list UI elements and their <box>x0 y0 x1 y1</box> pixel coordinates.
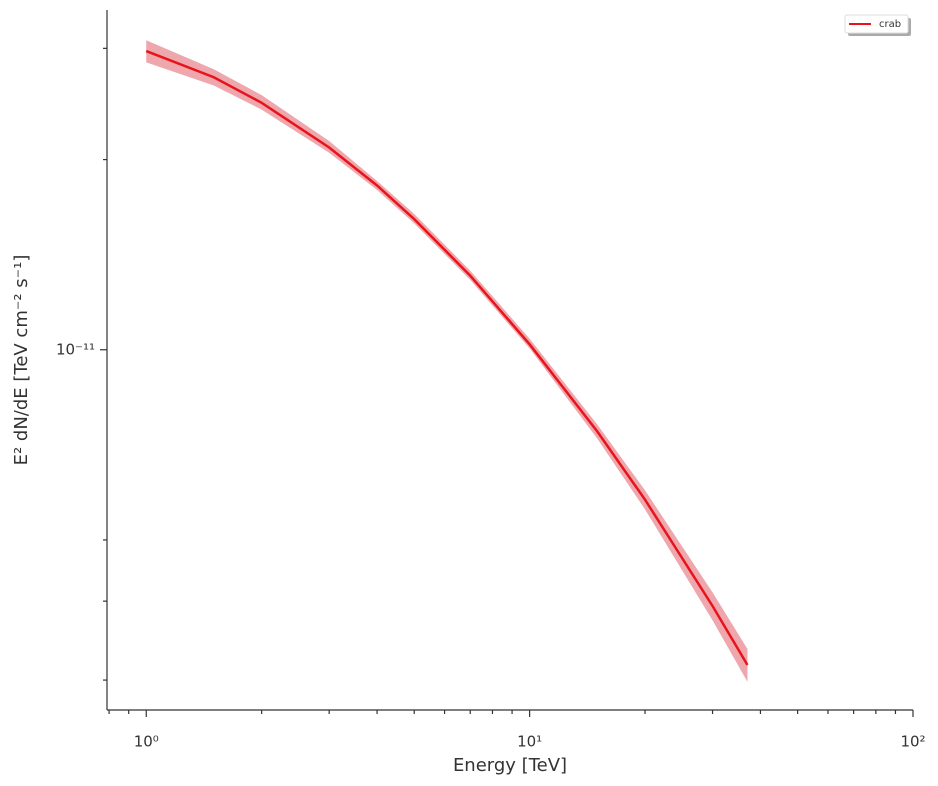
x-tick-label: 10⁰ <box>134 733 159 751</box>
legend-label: crab <box>879 19 901 30</box>
x-tick-label: 10² <box>900 733 925 751</box>
line <box>145 49 749 666</box>
error-band <box>146 40 748 682</box>
x-tick-label: 10¹ <box>517 733 542 751</box>
y-tick-label: 10⁻¹¹ <box>56 340 95 358</box>
x-axis-label: Energy [TeV] <box>453 755 567 776</box>
y-axis-label: E² dN/dE [TeV cm⁻² s⁻¹] <box>11 255 32 466</box>
legend <box>844 14 909 34</box>
